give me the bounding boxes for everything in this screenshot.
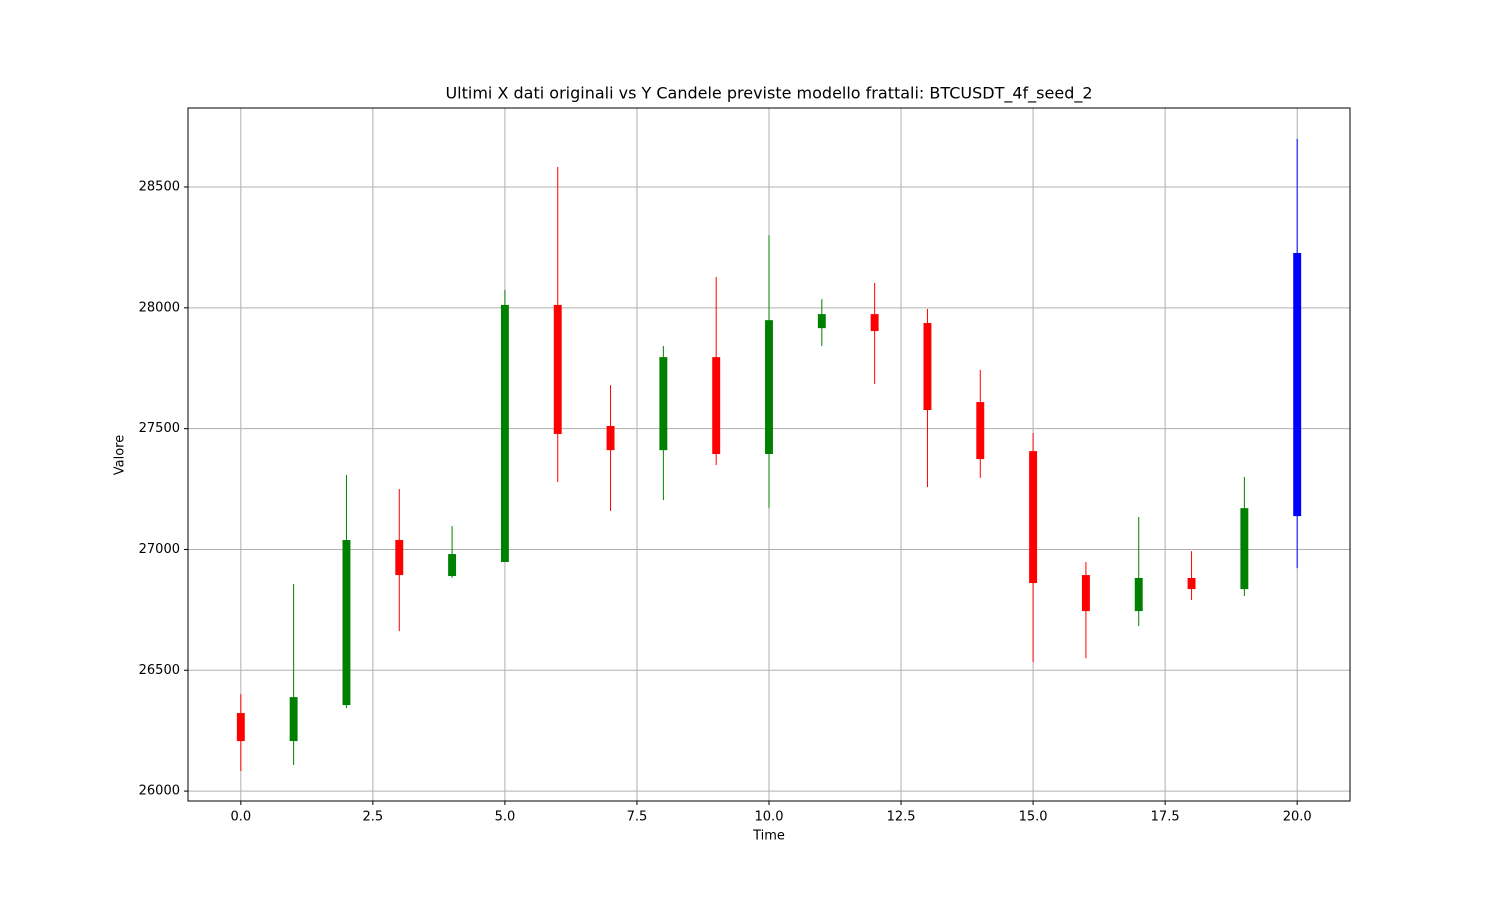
x-tick-label: 20.0: [1283, 810, 1312, 825]
candle-body: [870, 314, 879, 332]
candle-body: [1187, 577, 1196, 590]
plot-frame: [187, 107, 1351, 802]
candle-body: [1240, 508, 1249, 590]
candle-body: [1134, 577, 1143, 612]
candle-body: [500, 304, 509, 563]
y-tick-label: 28500: [139, 180, 180, 195]
y-tick-label: 26500: [139, 663, 180, 678]
candle-body: [395, 540, 404, 576]
y-tick-label: 27000: [139, 542, 180, 557]
y-tick-label: 27500: [139, 421, 180, 436]
candle-body: [342, 540, 351, 706]
candle-body: [817, 314, 826, 329]
y-axis-label: Valore: [113, 435, 128, 475]
x-tick-label: 17.5: [1151, 810, 1180, 825]
candle-body: [236, 713, 245, 742]
y-tick-label: 26000: [139, 784, 180, 799]
candle-body: [712, 357, 721, 455]
x-tick-label: 12.5: [887, 810, 916, 825]
candle-body: [923, 323, 932, 411]
x-tick-label: 2.5: [363, 810, 384, 825]
candle-body: [606, 425, 615, 451]
candle-body: [448, 554, 457, 577]
candle-body: [659, 357, 668, 451]
x-axis-label: Time: [752, 829, 785, 844]
candle-body: [553, 304, 562, 434]
candle-body: [1293, 252, 1302, 517]
x-tick-label: 0.0: [230, 810, 251, 825]
x-tick-label: 7.5: [627, 810, 648, 825]
candle-body: [1029, 451, 1038, 584]
x-tick-label: 5.0: [495, 810, 516, 825]
chart-title: Ultimi X dati originali vs Y Candele pre…: [445, 84, 1092, 104]
x-tick-label: 15.0: [1019, 810, 1048, 825]
candle-body: [765, 320, 773, 455]
y-tick-label: 28000: [139, 300, 180, 315]
candle-body: [976, 402, 985, 460]
candle-body: [289, 697, 298, 742]
x-tick-label: 10.0: [755, 810, 784, 825]
candle-body: [1081, 575, 1090, 612]
